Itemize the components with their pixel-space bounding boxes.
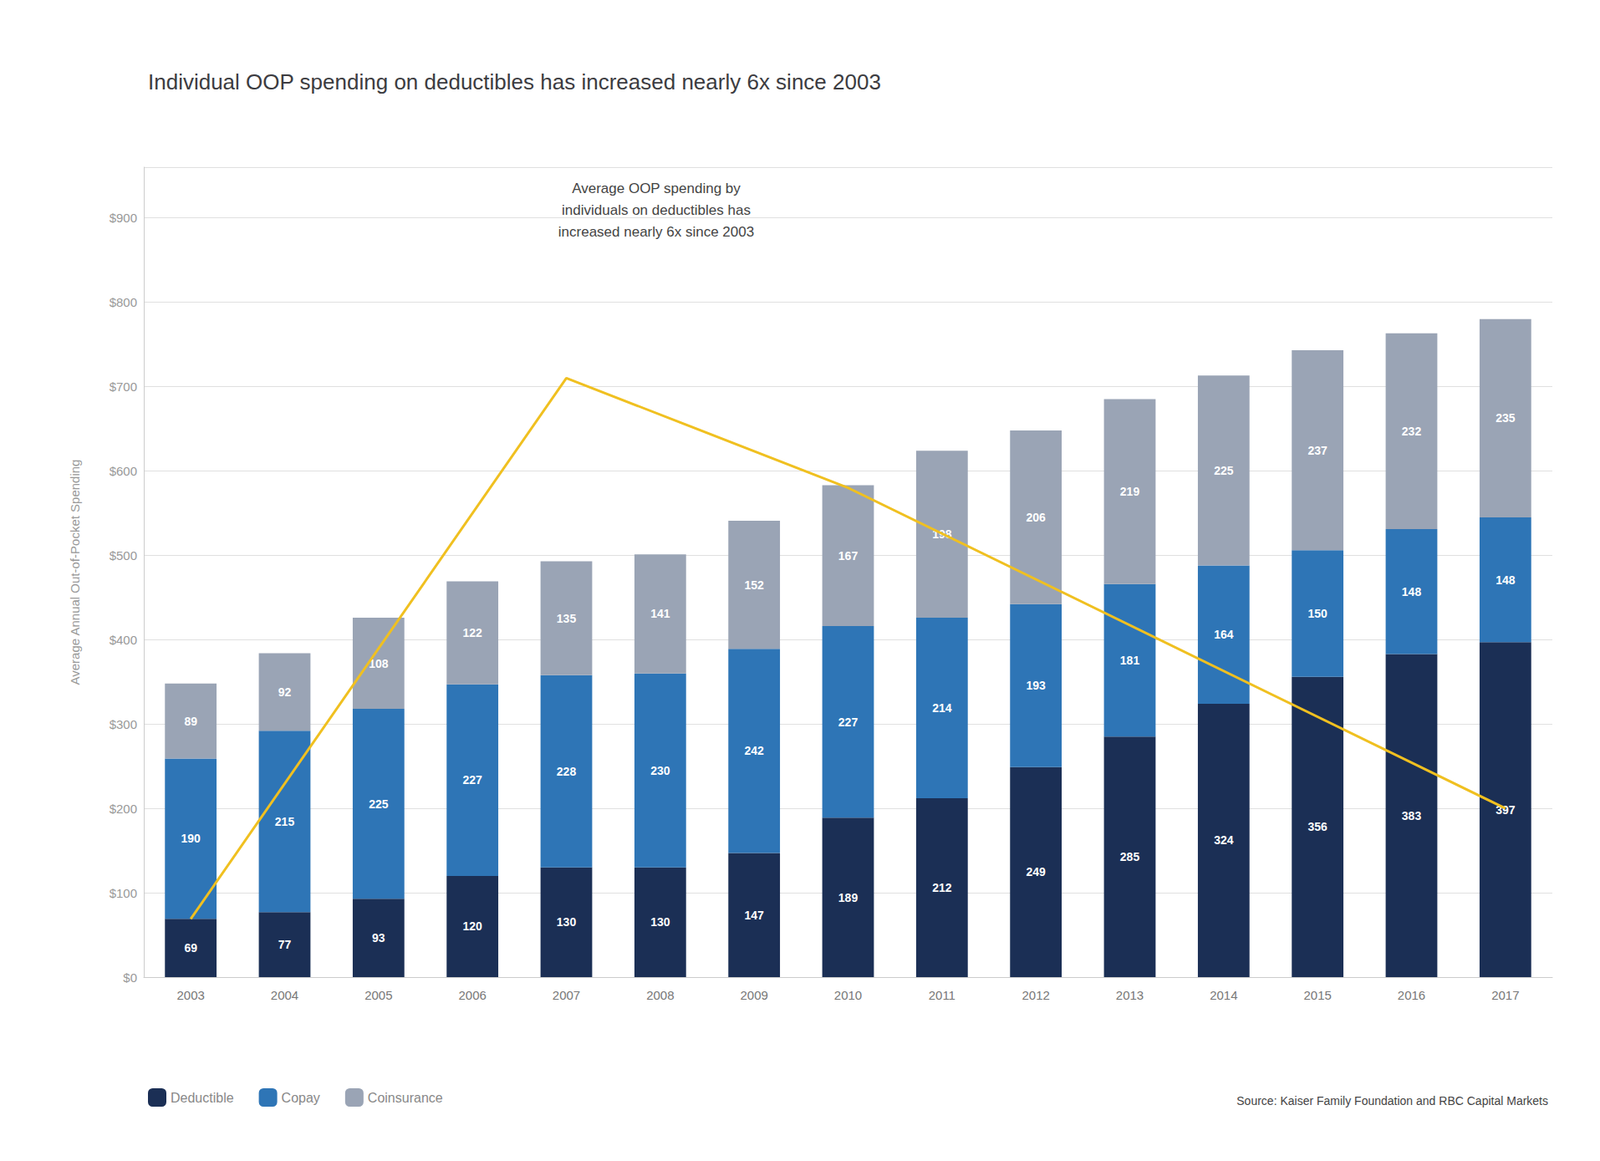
svg-text:324: 324 [1213, 833, 1234, 847]
svg-text:increased nearly 6x since 2003: increased nearly 6x since 2003 [558, 224, 755, 240]
svg-text:130: 130 [650, 915, 671, 929]
svg-text:206: 206 [1025, 510, 1046, 525]
svg-text:2017: 2017 [1491, 988, 1519, 1003]
svg-text:120: 120 [462, 919, 483, 933]
svg-text:2003: 2003 [176, 988, 204, 1003]
svg-text:2015: 2015 [1303, 988, 1331, 1003]
svg-text:2008: 2008 [646, 988, 674, 1003]
svg-text:150: 150 [1307, 606, 1328, 621]
svg-text:$300: $300 [109, 717, 138, 732]
svg-text:147: 147 [743, 908, 765, 923]
svg-text:108: 108 [368, 656, 389, 671]
svg-text:135: 135 [556, 611, 577, 626]
svg-text:2011: 2011 [928, 988, 956, 1003]
svg-text:Deductible: Deductible [170, 1090, 235, 1106]
svg-text:228: 228 [556, 764, 577, 779]
svg-text:141: 141 [650, 606, 671, 621]
svg-text:$900: $900 [109, 210, 138, 225]
svg-text:232: 232 [1401, 424, 1422, 439]
svg-text:$500: $500 [109, 548, 138, 563]
svg-text:2013: 2013 [1115, 988, 1144, 1003]
svg-text:219: 219 [1120, 484, 1141, 499]
svg-text:77: 77 [278, 937, 292, 952]
svg-text:356: 356 [1307, 820, 1328, 834]
svg-text:383: 383 [1401, 809, 1422, 823]
svg-text:89: 89 [183, 714, 198, 729]
svg-text:181: 181 [1120, 653, 1141, 668]
svg-text:2007: 2007 [552, 988, 581, 1003]
svg-text:92: 92 [278, 685, 292, 699]
svg-text:190: 190 [180, 831, 201, 846]
svg-text:$0: $0 [122, 970, 138, 985]
svg-text:152: 152 [743, 578, 765, 592]
svg-text:$600: $600 [109, 463, 138, 479]
svg-text:$700: $700 [109, 379, 138, 394]
svg-text:249: 249 [1025, 865, 1046, 879]
svg-text:2005: 2005 [364, 988, 393, 1003]
svg-text:2010: 2010 [834, 988, 862, 1003]
svg-text:130: 130 [556, 915, 577, 929]
svg-text:237: 237 [1307, 443, 1328, 458]
svg-text:285: 285 [1120, 850, 1141, 864]
svg-text:2009: 2009 [739, 988, 768, 1003]
svg-text:Coinsurance: Coinsurance [367, 1090, 444, 1106]
svg-text:93: 93 [371, 931, 386, 945]
svg-text:227: 227 [462, 773, 483, 787]
svg-text:122: 122 [462, 626, 483, 640]
svg-text:Individual OOP spending on ded: Individual OOP spending on deductibles h… [147, 69, 882, 95]
svg-text:193: 193 [1025, 678, 1046, 693]
svg-text:242: 242 [743, 743, 765, 758]
svg-text:2012: 2012 [1021, 988, 1050, 1003]
svg-text:235: 235 [1495, 411, 1516, 425]
svg-text:225: 225 [1213, 463, 1234, 478]
svg-text:2016: 2016 [1397, 988, 1426, 1003]
svg-text:Source: Kaiser Family Foundati: Source: Kaiser Family Foundation and RBC… [1236, 1094, 1549, 1108]
svg-text:212: 212 [932, 881, 953, 895]
svg-text:198: 198 [932, 527, 952, 541]
svg-text:Copay: Copay [281, 1090, 321, 1106]
svg-text:individuals on deductibles has: individuals on deductibles has [561, 202, 751, 219]
svg-text:69: 69 [183, 941, 198, 955]
svg-text:225: 225 [368, 797, 389, 811]
svg-text:Average Annual Out-of-Pocket S: Average Annual Out-of-Pocket Spending [67, 459, 82, 686]
svg-text:$800: $800 [109, 295, 138, 310]
svg-text:$100: $100 [109, 886, 138, 901]
svg-text:2006: 2006 [458, 988, 486, 1003]
svg-text:214: 214 [932, 701, 953, 715]
svg-text:397: 397 [1495, 803, 1516, 817]
svg-text:2004: 2004 [270, 988, 299, 1003]
svg-text:148: 148 [1401, 585, 1422, 599]
svg-text:2014: 2014 [1209, 988, 1238, 1003]
svg-text:215: 215 [275, 815, 296, 829]
svg-text:164: 164 [1213, 627, 1234, 642]
svg-text:167: 167 [838, 549, 859, 563]
svg-text:189: 189 [838, 891, 859, 905]
svg-text:Average OOP spending by: Average OOP spending by [571, 180, 741, 197]
svg-text:$400: $400 [109, 632, 138, 648]
svg-text:230: 230 [650, 764, 671, 778]
svg-text:148: 148 [1495, 573, 1516, 587]
svg-text:$200: $200 [109, 801, 138, 816]
svg-text:227: 227 [838, 715, 859, 729]
